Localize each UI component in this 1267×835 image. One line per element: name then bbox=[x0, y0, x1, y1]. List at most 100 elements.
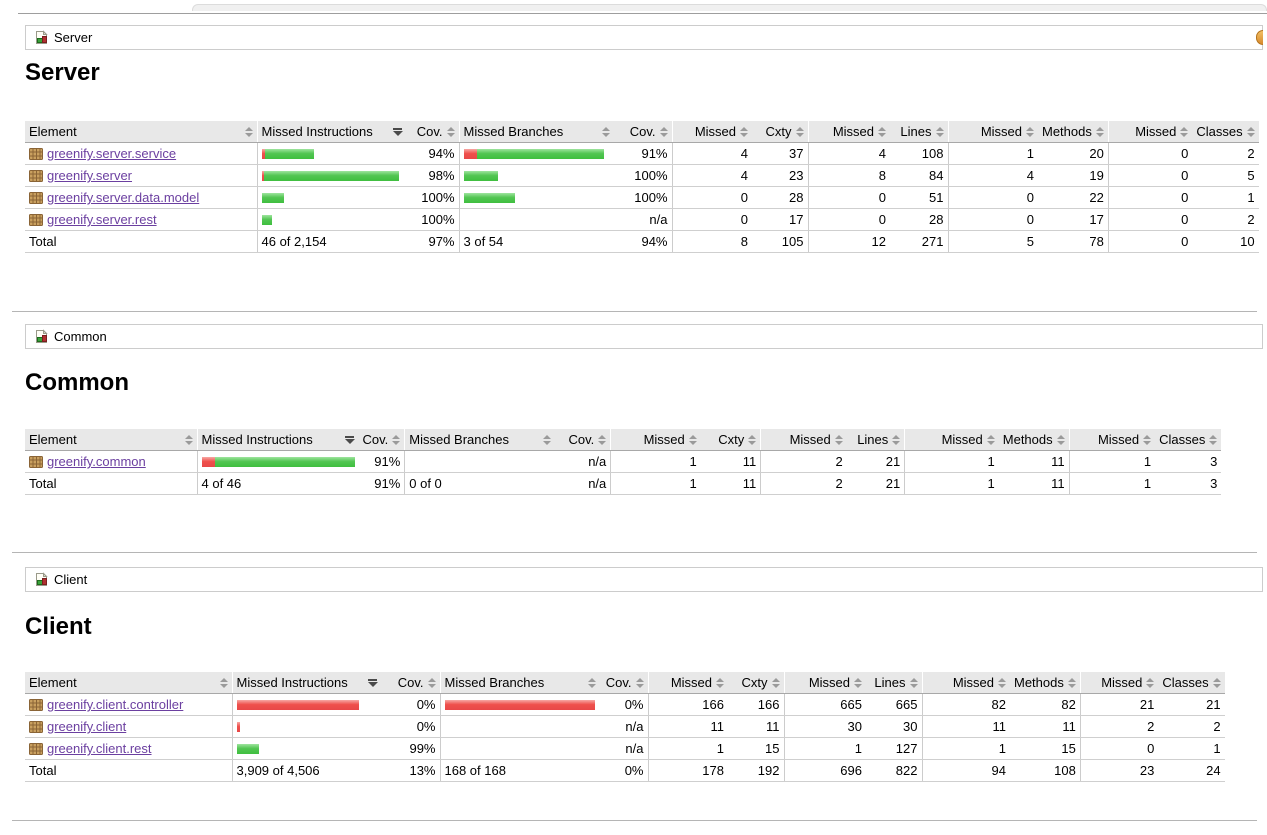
column-header-missed[interactable]: Missed bbox=[671, 121, 752, 143]
bottom-divider bbox=[12, 820, 1257, 821]
column-header-label: Classes bbox=[1196, 124, 1243, 139]
total-counter-cell: 94 bbox=[921, 759, 1010, 782]
counter-cell: 51 bbox=[890, 186, 948, 209]
column-header-cov-[interactable]: Cov. bbox=[614, 121, 672, 143]
column-header-cxty[interactable]: Cxty bbox=[700, 429, 761, 451]
java-package-icon bbox=[29, 456, 43, 468]
counter-cell: 20 bbox=[1038, 142, 1109, 165]
column-header-classes[interactable]: Classes bbox=[1192, 121, 1259, 143]
counter-cell: 0 bbox=[1107, 186, 1193, 209]
column-header-classes[interactable]: Classes bbox=[1158, 672, 1225, 694]
counter-cell: 665 bbox=[783, 693, 866, 716]
sort-updown-icon bbox=[986, 434, 995, 445]
package-link[interactable]: greenify.common bbox=[47, 454, 146, 469]
package-link[interactable]: greenify.server.rest bbox=[47, 212, 157, 227]
total-instructions-coverage-cell: 13% bbox=[382, 759, 440, 782]
column-header-missed[interactable]: Missed bbox=[1079, 672, 1159, 694]
total-counter-cell: 696 bbox=[783, 759, 866, 782]
column-header-methods[interactable]: Methods bbox=[1010, 672, 1081, 694]
column-header-element[interactable]: Element bbox=[25, 121, 257, 143]
total-counter-cell: 12 bbox=[807, 230, 890, 253]
coverage-bar-cell bbox=[458, 208, 614, 231]
total-instructions-cell: 3,909 of 4,506 bbox=[231, 759, 382, 782]
column-header-cxty[interactable]: Cxty bbox=[728, 672, 784, 694]
column-header-missed[interactable]: Missed bbox=[921, 672, 1010, 694]
column-header-missed[interactable]: Missed bbox=[947, 121, 1038, 143]
column-header-missed[interactable]: Missed bbox=[1068, 429, 1156, 451]
column-header-missed-instructions[interactable]: Missed Instructions bbox=[256, 121, 407, 143]
column-header-label: Missed bbox=[1097, 432, 1140, 447]
package-link[interactable]: greenify.client.controller bbox=[47, 697, 184, 712]
column-header-element[interactable]: Element bbox=[25, 672, 232, 694]
sort-updown-icon bbox=[219, 677, 228, 688]
counter-cell: 84 bbox=[890, 164, 948, 187]
column-header-missed[interactable]: Missed bbox=[904, 429, 999, 451]
column-header-missed-instructions[interactable]: Missed Instructions bbox=[231, 672, 382, 694]
total-label-cell: Total bbox=[25, 472, 197, 495]
column-header-lines[interactable]: Lines bbox=[890, 121, 948, 143]
counter-cell: 30 bbox=[866, 715, 922, 738]
package-link[interactable]: greenify.server bbox=[47, 168, 133, 183]
sort-desc-icon bbox=[368, 678, 378, 687]
column-header-element[interactable]: Element bbox=[25, 429, 197, 451]
instructions-coverage-cell: 100% bbox=[407, 186, 459, 209]
counter-cell: 1 bbox=[1158, 737, 1225, 760]
column-header-cov-[interactable]: Cov. bbox=[554, 429, 611, 451]
breadcrumb-label: Client bbox=[54, 572, 88, 587]
package-link[interactable]: greenify.server.data.model bbox=[47, 190, 200, 205]
branches-coverage-cell: n/a bbox=[554, 450, 611, 473]
column-header-lines[interactable]: Lines bbox=[846, 429, 905, 451]
package-link[interactable]: greenify.client bbox=[47, 719, 127, 734]
element-cell: greenify.common bbox=[25, 450, 197, 473]
sort-updown-icon bbox=[1146, 677, 1155, 688]
column-header-lines[interactable]: Lines bbox=[866, 672, 922, 694]
counter-cell: 1 bbox=[610, 450, 701, 473]
column-header-missed[interactable]: Missed bbox=[610, 429, 701, 451]
counter-cell: 11 bbox=[1010, 715, 1081, 738]
counter-cell: 1 bbox=[1068, 450, 1156, 473]
coverage-bar-cell bbox=[404, 450, 555, 473]
column-header-missed-branches[interactable]: Missed Branches bbox=[439, 672, 600, 694]
column-header-missed-branches[interactable]: Missed Branches bbox=[458, 121, 614, 143]
counter-cell: 0 bbox=[947, 186, 1038, 209]
sort-updown-icon bbox=[771, 677, 780, 688]
column-header-methods[interactable]: Methods bbox=[998, 429, 1070, 451]
column-header-methods[interactable]: Methods bbox=[1038, 121, 1109, 143]
sort-desc-icon bbox=[344, 435, 355, 444]
column-header-missed[interactable]: Missed bbox=[647, 672, 728, 694]
column-header-label: Lines bbox=[900, 124, 932, 139]
counter-cell: 4 bbox=[671, 164, 752, 187]
column-header-cov-[interactable]: Cov. bbox=[358, 429, 405, 451]
counter-cell: 2 bbox=[760, 450, 847, 473]
column-header-missed-instructions[interactable]: Missed Instructions bbox=[196, 429, 359, 451]
column-header-cov-[interactable]: Cov. bbox=[382, 672, 440, 694]
column-header-missed[interactable]: Missed bbox=[807, 121, 890, 143]
counter-cell: 4 bbox=[671, 142, 752, 165]
sort-updown-icon bbox=[1209, 434, 1218, 445]
coverage-bar-cell bbox=[256, 186, 407, 209]
column-header-missed-branches[interactable]: Missed Branches bbox=[404, 429, 555, 451]
section-divider bbox=[12, 552, 1257, 553]
missed-bar bbox=[444, 699, 595, 710]
column-header-label: Classes bbox=[1159, 432, 1206, 447]
breadcrumb-bar: Client bbox=[25, 567, 1263, 592]
column-header-cov-[interactable]: Cov. bbox=[600, 672, 648, 694]
column-header-missed[interactable]: Missed bbox=[1107, 121, 1193, 143]
column-header-cxty[interactable]: Cxty bbox=[752, 121, 808, 143]
column-header-classes[interactable]: Classes bbox=[1155, 429, 1222, 451]
column-header-cov-[interactable]: Cov. bbox=[407, 121, 459, 143]
counter-cell: 22 bbox=[1038, 186, 1109, 209]
total-counter-cell: 192 bbox=[728, 759, 784, 782]
sort-updown-icon bbox=[588, 677, 596, 688]
missed-bar bbox=[463, 148, 477, 159]
missed-bar bbox=[261, 170, 264, 181]
column-header-label: Cov. bbox=[605, 675, 632, 690]
instructions-coverage-cell: 99% bbox=[382, 737, 440, 760]
column-header-missed[interactable]: Missed bbox=[783, 672, 866, 694]
sort-updown-icon bbox=[1095, 126, 1104, 137]
total-counter-cell: 5 bbox=[947, 230, 1038, 253]
session-link-icon[interactable] bbox=[1256, 30, 1263, 45]
package-link[interactable]: greenify.client.rest bbox=[47, 741, 152, 756]
column-header-missed[interactable]: Missed bbox=[760, 429, 847, 451]
package-link[interactable]: greenify.server.service bbox=[47, 146, 177, 161]
